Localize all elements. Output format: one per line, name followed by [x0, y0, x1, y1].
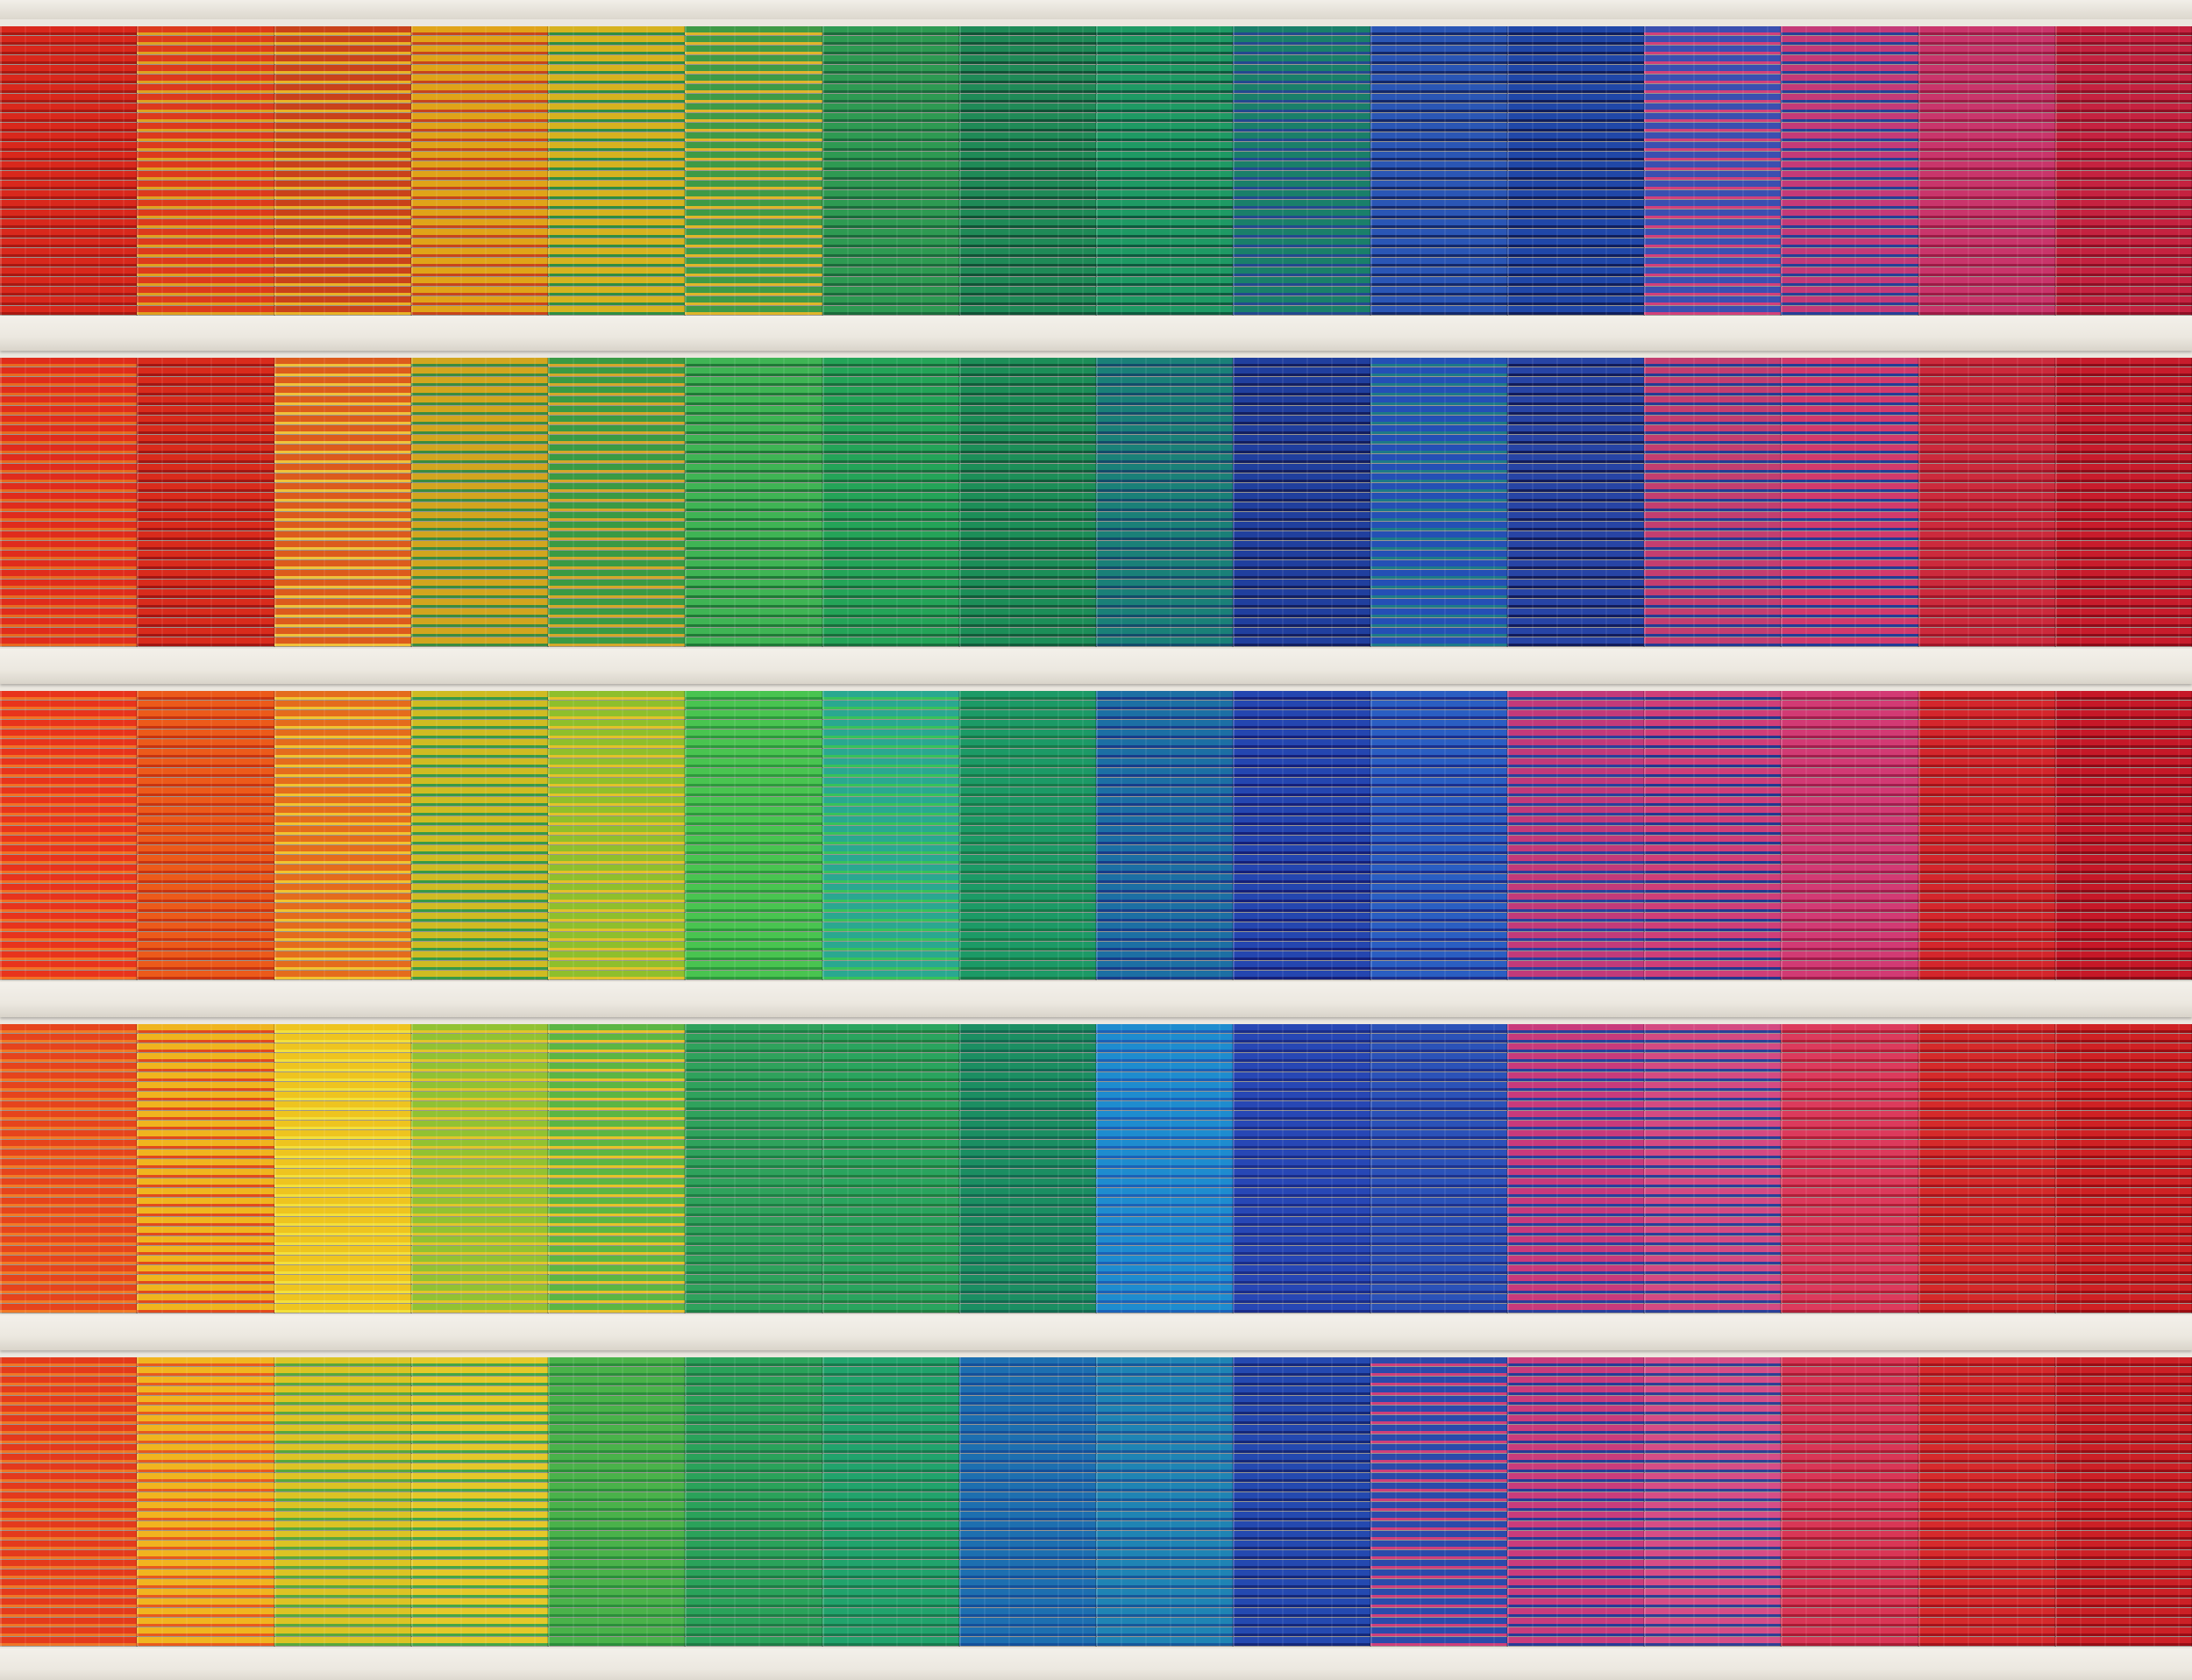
window-blind [1506, 691, 1645, 980]
window-blind [958, 26, 1097, 316]
window-blind [2054, 26, 2192, 316]
floor-slab [0, 982, 2192, 1017]
window-blind [1096, 26, 1235, 316]
window-blind [958, 358, 1097, 647]
window-blind [1233, 1357, 1371, 1647]
window-blind [2054, 1357, 2192, 1647]
window-blind [548, 1357, 687, 1647]
window-blind [1781, 691, 1919, 980]
window-blind [548, 691, 687, 980]
window-blind [1781, 358, 1919, 647]
window-blind [1506, 1357, 1645, 1647]
window-blind [0, 358, 139, 647]
floor-5 [0, 1357, 2192, 1647]
window-blind [1233, 26, 1371, 316]
floor-1 [0, 26, 2192, 316]
window-blind [410, 1024, 549, 1313]
window-blind [274, 358, 412, 647]
window-blind [137, 1357, 275, 1647]
floor-4 [0, 1024, 2192, 1313]
window-blind [137, 691, 275, 980]
window-blind [685, 1024, 823, 1313]
window-blind [1644, 1024, 1783, 1313]
window-blind [1644, 26, 1783, 316]
window-blind [548, 358, 687, 647]
window-blind [410, 26, 549, 316]
window-blind [1096, 1357, 1235, 1647]
window-blind [137, 358, 275, 647]
window-blind [1096, 1024, 1235, 1313]
window-blind [1781, 26, 1919, 316]
window-blind [1096, 358, 1235, 647]
window-blind [822, 691, 960, 980]
window-blind [1918, 1357, 2056, 1647]
window-blind [958, 1357, 1097, 1647]
window-blind [1918, 1024, 2056, 1313]
window-blind [274, 1357, 412, 1647]
window-blind [410, 691, 549, 980]
window-blind [1233, 1024, 1371, 1313]
window-blind [822, 1357, 960, 1647]
window-blind [1781, 1024, 1919, 1313]
window-blind [2054, 358, 2192, 647]
window-blind [548, 26, 687, 316]
window-blind [2054, 691, 2192, 980]
window-blind [2054, 1024, 2192, 1313]
window-blind [0, 26, 139, 316]
window-blind [685, 1357, 823, 1647]
window-blind [1506, 26, 1645, 316]
window-blind [548, 1024, 687, 1313]
window-blind [822, 26, 960, 316]
window-blind [822, 1024, 960, 1313]
window-blind [958, 1024, 1097, 1313]
window-blind [1506, 358, 1645, 647]
window-blind [685, 691, 823, 980]
window-blind [685, 26, 823, 316]
floor-slab [0, 1315, 2192, 1350]
window-blind [958, 691, 1097, 980]
window-blind [0, 1357, 139, 1647]
window-blind [410, 1357, 549, 1647]
window-blind [1918, 358, 2056, 647]
window-blind [822, 358, 960, 647]
window-blind [1096, 691, 1235, 980]
window-blind [1506, 1024, 1645, 1313]
window-blind [1781, 1357, 1919, 1647]
window-blind [0, 1024, 139, 1313]
window-blind [1918, 691, 2056, 980]
floor-3 [0, 691, 2192, 980]
window-blind [1370, 358, 1508, 647]
floor-slab [0, 649, 2192, 684]
floor-slab [0, 316, 2192, 351]
window-blind [1644, 1357, 1783, 1647]
window-blind [1233, 358, 1371, 647]
window-blind [1644, 358, 1783, 647]
window-blind [0, 691, 139, 980]
window-blind [1370, 691, 1508, 980]
window-blind [1370, 1357, 1508, 1647]
roof-slab [0, 0, 2192, 19]
window-blind [274, 26, 412, 316]
window-blind [410, 358, 549, 647]
floor-slab [0, 1648, 2192, 1680]
window-blind [1233, 691, 1371, 980]
window-blind [137, 1024, 275, 1313]
window-blind [685, 358, 823, 647]
window-blind [1644, 691, 1783, 980]
window-blind [137, 26, 275, 316]
window-blind [1370, 1024, 1508, 1313]
window-blind [274, 691, 412, 980]
floor-2 [0, 358, 2192, 647]
window-blind [274, 1024, 412, 1313]
window-blind [1918, 26, 2056, 316]
window-blind [1370, 26, 1508, 316]
